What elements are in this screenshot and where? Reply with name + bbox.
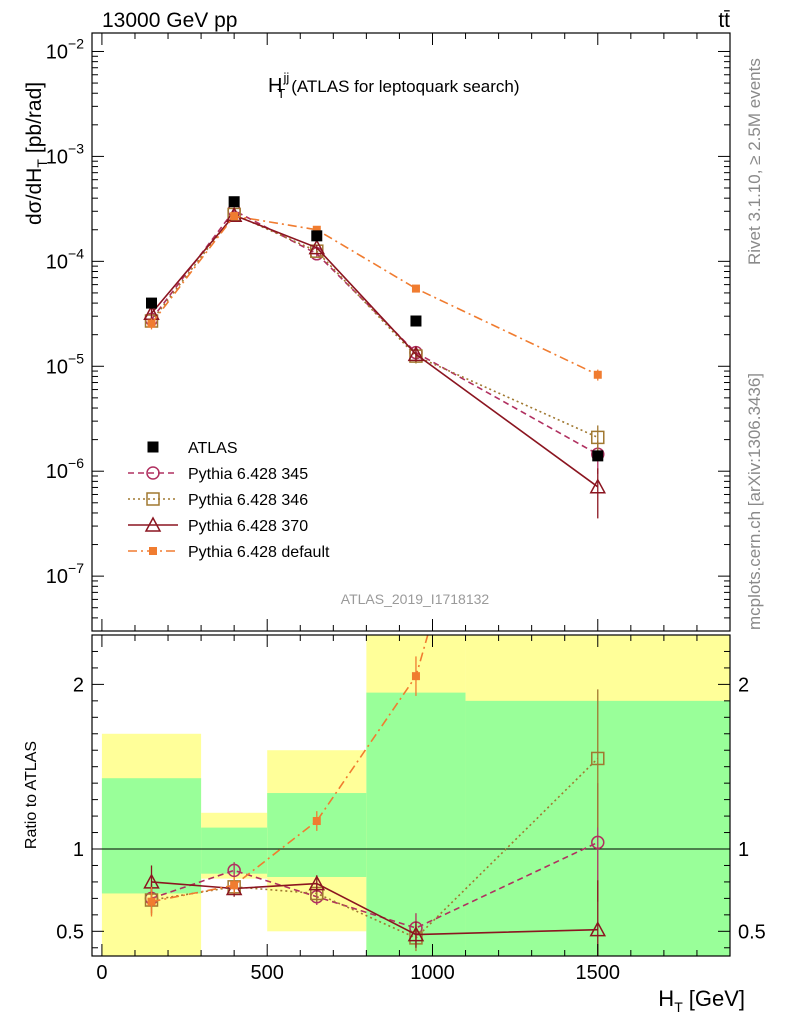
pdefault-point — [312, 225, 321, 234]
pdefault-point — [593, 370, 602, 379]
y-tick-label: 10−5 — [46, 350, 84, 378]
mcplots-source-label: mcplots.cern.ch [arXiv:1306.3436] — [745, 373, 764, 630]
pdefault-ratio-point — [147, 897, 156, 906]
legend-marker-p346 — [146, 492, 160, 506]
ratio-axis-label: Ratio to ATLAS — [23, 741, 40, 849]
p346-point — [591, 430, 605, 445]
atlas-data-point — [146, 297, 158, 309]
pdefault-point — [230, 212, 239, 221]
p345-line — [150, 209, 599, 455]
x-axis-label: HT [GeV] — [658, 986, 745, 1015]
main-panel-marks — [143, 196, 607, 519]
plot-title: Hjj T (ATLAS for leptoquark search) — [268, 70, 520, 101]
legend-label-atlas: ATLAS — [188, 440, 238, 457]
legend-label-p370: Pythia 6.428 370 — [188, 518, 308, 535]
process-label: tt̄ — [718, 9, 730, 32]
x-tick-label: 0 — [96, 962, 107, 984]
p370-point — [308, 239, 326, 255]
band-green-2 — [267, 793, 367, 877]
pdefault-point — [411, 284, 420, 293]
ratio-tick-label: 0.5 — [738, 921, 766, 943]
pdefault-ratio-point — [312, 817, 321, 826]
p370-point — [589, 478, 607, 494]
legend-label-p345: Pythia 6.428 345 — [188, 466, 308, 483]
pdefault-point — [147, 319, 156, 328]
rivet-version-label: Rivet 3.1.10, ≥ 2.5M events — [745, 58, 764, 265]
x-tick-label: 1000 — [410, 962, 455, 984]
ratio-tick-label: 0.5 — [56, 921, 84, 943]
legend-marker-pdefault — [149, 547, 157, 555]
y-axis-label: dσ/dHT[pb/rad] — [23, 82, 50, 225]
p370-ratio-point — [407, 926, 425, 942]
p346-ratio-point — [591, 751, 605, 766]
ratio-tick-label: 1 — [73, 839, 84, 861]
atlas-data-point — [311, 230, 323, 242]
analysis-id-label: ATLAS_2019_I1718132 — [341, 591, 490, 607]
energy-label: 13000 GeV pp — [102, 9, 237, 32]
legend-marker-p345 — [146, 466, 160, 480]
ratio-tick-label: 2 — [738, 674, 749, 696]
p345-ratio-point — [227, 863, 241, 878]
p346-line — [150, 213, 599, 439]
legend: ATLAS Pythia 6.428 345 Pythia 6.428 346 Pyt… — [128, 440, 330, 561]
pdefault-line — [150, 215, 599, 376]
legend-label-pdefault: Pythia 6.428 default — [188, 544, 330, 561]
x-tick-label: 500 — [251, 962, 284, 984]
y-tick-label: 10−4 — [46, 245, 84, 273]
ratio-tick-label: 2 — [73, 674, 84, 696]
pdefault-ratio-point — [411, 672, 420, 681]
legend-marker-atlas — [147, 441, 159, 453]
p370-ratio-point — [589, 921, 607, 937]
y-tick-label: 10−6 — [46, 455, 84, 483]
p370-ratio-point — [308, 874, 326, 891]
legend-marker-p370 — [144, 516, 162, 532]
y-tick-label: 10−7 — [46, 560, 84, 588]
ratio-panel-marks — [143, 635, 607, 956]
atlas-data-point — [228, 196, 240, 208]
x-tick-label: 1500 — [576, 962, 621, 984]
p345-ratio-point — [591, 835, 605, 850]
ratio-panel-frame — [91, 634, 731, 957]
y-tick-label: 10−2 — [46, 35, 84, 63]
y-tick-label: 10−3 — [46, 140, 84, 168]
main-panel-frame — [91, 32, 731, 632]
p370-point — [407, 345, 425, 362]
ratio-tick-label: 1 — [738, 839, 749, 861]
atlas-data-point — [410, 315, 422, 327]
atlas-data-point — [592, 450, 604, 462]
legend-label-p346: Pythia 6.428 346 — [188, 492, 308, 509]
pdefault-ratio-point — [230, 881, 239, 890]
axes: 10−7 10−6 10−5 10−4 10−3 10−2 0 500 1000 1500 0.5 0… — [46, 32, 766, 984]
